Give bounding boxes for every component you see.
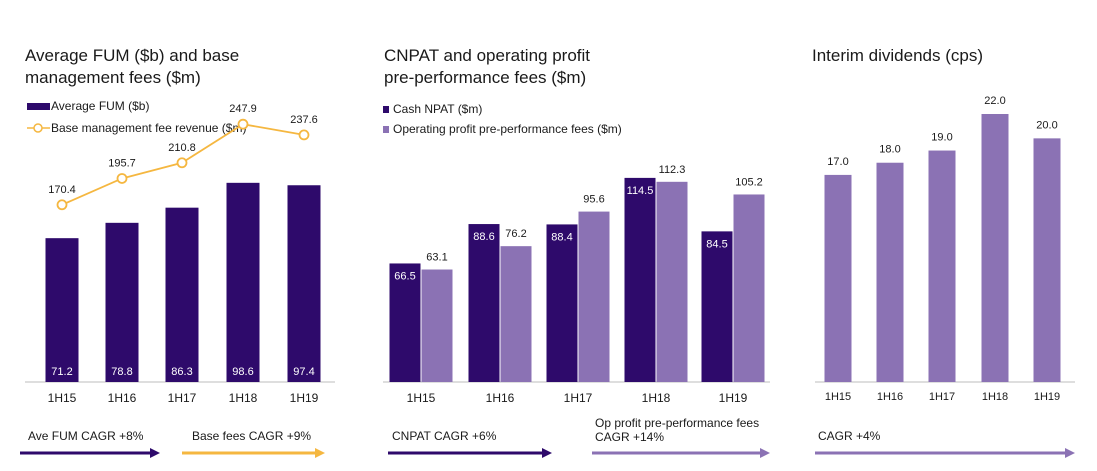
legend-swatch-opprofit xyxy=(383,126,389,133)
x-tick-label: 1H16 xyxy=(877,391,903,403)
x-tick-label: 1H18 xyxy=(642,391,671,405)
chart-title-line-1: Interim dividends (cps) xyxy=(812,46,984,65)
footer-label: CAGR +4% xyxy=(818,429,881,443)
data-label-cnpat: 84.5 xyxy=(706,238,727,250)
footer-label: Ave FUM CAGR +8% xyxy=(28,429,144,443)
bar-opprofit xyxy=(500,246,532,382)
data-label-opprofit: 95.6 xyxy=(583,194,604,206)
data-label-fum: 86.3 xyxy=(171,366,192,378)
footer-label: CNPAT CAGR +6% xyxy=(392,429,497,443)
data-label-cnpat: 114.5 xyxy=(627,185,654,197)
data-label-opprofit: 63.1 xyxy=(426,252,447,264)
bar-dividend xyxy=(981,114,1009,382)
data-label-opprofit: 76.2 xyxy=(505,228,526,240)
x-tick-label: 1H16 xyxy=(108,391,137,405)
legend-label-fees: Base management fee revenue ($m) xyxy=(51,121,246,135)
fum-fees-chart-panel: Average FUM ($b) and base management fee… xyxy=(0,0,340,471)
bar-cnpat xyxy=(468,224,500,382)
x-tick-label: 1H19 xyxy=(290,391,319,405)
chart-title-line-2: management fees ($m) xyxy=(25,68,201,87)
bar-opprofit xyxy=(421,269,453,382)
footer-arrow-head xyxy=(1065,448,1075,458)
data-label-dividend: 22.0 xyxy=(984,95,1005,107)
data-label-fum: 98.6 xyxy=(232,366,253,378)
data-label-opprofit: 105.2 xyxy=(735,176,763,188)
footer-arrow-head xyxy=(542,448,552,458)
bar-fum xyxy=(165,207,199,382)
chart-title-line-2: pre-performance fees ($m) xyxy=(384,68,587,87)
footer-arrow-head xyxy=(315,448,325,458)
data-label-cnpat: 66.5 xyxy=(394,270,415,282)
footer-arrow-head xyxy=(150,448,160,458)
bar-cnpat xyxy=(624,177,656,382)
legend-label-fum: Average FUM ($b) xyxy=(51,99,149,113)
legend-label-opprofit: Operating profit pre-performance fees ($… xyxy=(393,122,622,136)
x-tick-label: 1H19 xyxy=(719,391,748,405)
bar-fum xyxy=(287,185,321,382)
bar-opprofit xyxy=(733,194,765,382)
bar-cnpat xyxy=(389,263,421,382)
bar-dividend xyxy=(928,150,956,382)
data-label-fees: 237.6 xyxy=(290,114,318,126)
data-label-dividend: 18.0 xyxy=(879,144,900,156)
legend-swatch-cnpat xyxy=(383,106,389,113)
legend-swatch-fum xyxy=(27,103,50,110)
x-tick-label: 1H17 xyxy=(929,391,955,403)
chart-title: Average FUM ($b) and base management fee… xyxy=(25,45,239,89)
bar-cnpat xyxy=(701,231,733,382)
data-label-dividend: 20.0 xyxy=(1036,119,1057,131)
bar-dividend xyxy=(876,162,904,382)
footer-label: Op profit pre-performance fees xyxy=(595,416,759,430)
data-label-fum: 78.8 xyxy=(111,366,132,378)
footer-label: Base fees CAGR +9% xyxy=(192,429,311,443)
point-fees xyxy=(116,173,128,184)
x-tick-label: 1H18 xyxy=(229,391,258,405)
x-tick-label: 1H17 xyxy=(168,391,197,405)
data-label-cnpat: 88.4 xyxy=(551,231,572,243)
x-tick-label: 1H16 xyxy=(486,391,515,405)
legend-marker-fees xyxy=(33,123,43,133)
bar-fum xyxy=(45,238,79,382)
bar-fum xyxy=(226,182,260,382)
point-fees xyxy=(298,129,310,141)
data-label-fees: 247.9 xyxy=(229,103,257,115)
data-label-fees: 210.8 xyxy=(168,142,196,154)
x-tick-label: 1H15 xyxy=(48,391,77,405)
data-label-dividend: 19.0 xyxy=(931,132,952,144)
bar-dividend xyxy=(1033,138,1061,382)
footer-label: CAGR +14% xyxy=(595,430,664,444)
x-tick-label: 1H19 xyxy=(1034,391,1060,403)
data-label-fees: 170.4 xyxy=(48,184,76,196)
data-label-fum: 97.4 xyxy=(293,366,314,378)
bar-opprofit xyxy=(578,211,610,382)
legend-label-cnpat: Cash NPAT ($m) xyxy=(393,102,482,116)
x-tick-label: 1H18 xyxy=(982,391,1008,403)
data-label-cnpat: 88.6 xyxy=(473,231,494,243)
bar-dividend xyxy=(824,174,852,382)
data-label-opprofit: 112.3 xyxy=(659,164,686,176)
bar-opprofit xyxy=(656,181,688,382)
point-fees xyxy=(237,118,249,130)
fum-fees-chart: Average FUM ($b) Base management fee reve… xyxy=(20,99,335,458)
chart-title-line-1: CNPAT and operating profit xyxy=(384,46,591,65)
x-tick-label: 1H17 xyxy=(564,391,593,405)
point-fees xyxy=(56,199,68,211)
data-label-fum: 71.2 xyxy=(51,366,72,378)
data-label-fees: 195.7 xyxy=(108,157,136,169)
x-tick-label: 1H15 xyxy=(825,391,851,403)
chart-title: CNPAT and operating profit pre-performan… xyxy=(384,45,590,89)
bar-cnpat xyxy=(546,224,578,382)
bar-fum xyxy=(105,222,139,382)
chart-title-line-1: Average FUM ($b) and base xyxy=(25,46,240,65)
x-tick-label: 1H15 xyxy=(407,391,436,405)
data-label-dividend: 17.0 xyxy=(827,156,848,168)
chart-title: Interim dividends (cps) xyxy=(812,45,983,67)
footer-arrow-head xyxy=(760,448,770,458)
point-fees xyxy=(176,157,188,169)
